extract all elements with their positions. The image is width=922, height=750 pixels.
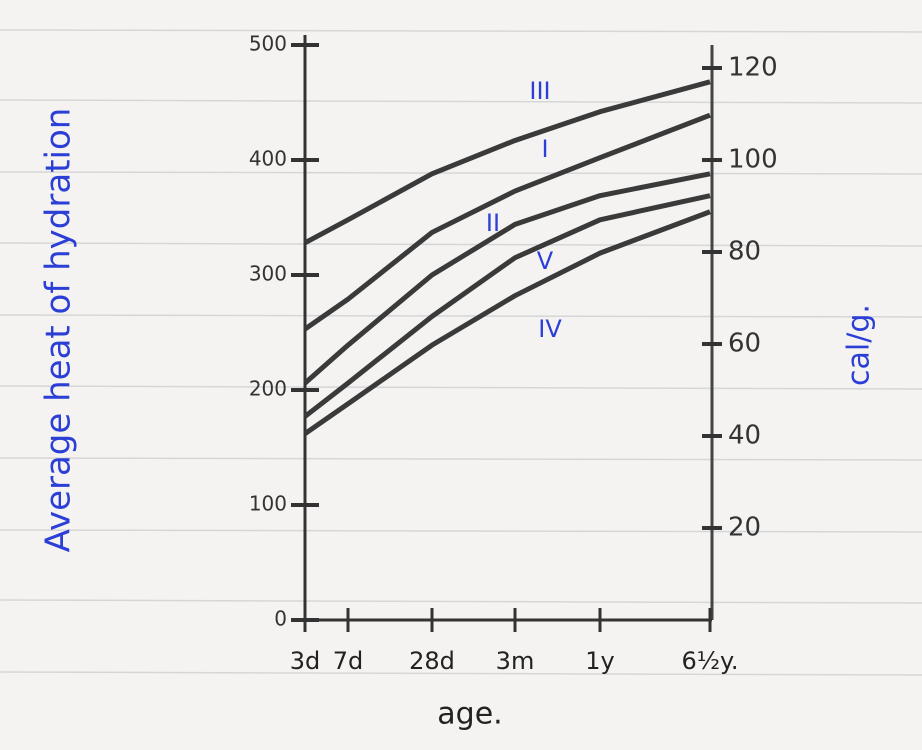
series-label: II <box>486 209 500 237</box>
y-tick-label: 100 <box>249 492 287 516</box>
x-tick-label: 28d <box>409 647 455 675</box>
y2-tick-label: 40 <box>728 421 761 451</box>
x-tick-label: 1y <box>585 647 614 675</box>
y2-tick-label: 100 <box>728 145 778 175</box>
x-tick-label: 7d <box>333 647 364 675</box>
series-label: IV <box>538 315 562 343</box>
series-label: I <box>541 135 548 163</box>
y-tick-label: 200 <box>249 377 287 401</box>
y-axis-label: Average heat of hydration <box>39 108 79 553</box>
series-label: III <box>529 77 550 105</box>
series-line <box>305 82 710 243</box>
page: {"chart_data": { "type": "line", "y_labe… <box>0 0 922 746</box>
chart: Average heat of hydration cal/g. age. 0 1… <box>0 0 922 746</box>
y-tick-label: 500 <box>249 32 287 56</box>
x-tick-label: 6½y. <box>682 647 739 675</box>
y2-axis-label: cal/g. <box>842 304 877 386</box>
paper-lines <box>0 30 922 675</box>
series-line <box>305 115 710 329</box>
series-line <box>305 174 710 383</box>
y2-tick-label: 120 <box>728 53 778 83</box>
y2-tick-label: 80 <box>728 237 761 267</box>
y-tick-label: 0 <box>274 607 287 631</box>
x-axis-label: age. <box>437 697 502 732</box>
series-label: V <box>537 247 554 275</box>
y-tick-label: 400 <box>249 147 287 171</box>
y2-tick-label: 60 <box>728 329 761 359</box>
x-tick-label: 3d <box>290 647 321 675</box>
y-tick-label: 300 <box>249 262 287 286</box>
y2-tick-label: 20 <box>728 513 761 543</box>
x-tick-label: 3m <box>496 647 535 675</box>
